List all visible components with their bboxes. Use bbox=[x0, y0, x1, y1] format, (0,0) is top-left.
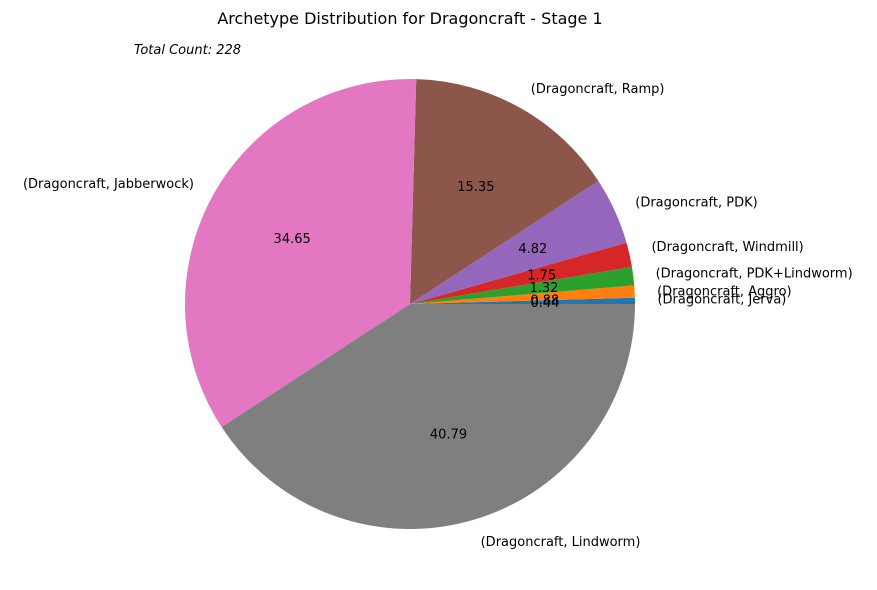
total-count-annotation: Total Count: 228 bbox=[134, 43, 241, 58]
slice-label: (Dragoncraft, Lindworm) bbox=[481, 535, 641, 550]
slice-label: (Dragoncraft, Aggro) bbox=[657, 284, 792, 299]
pie-slice bbox=[410, 242, 632, 304]
pie-slice bbox=[410, 266, 635, 304]
slice-percentage-label: 0.88 bbox=[530, 294, 559, 309]
slice-label: (Dragoncraft, PDK+Lindworm) bbox=[656, 266, 853, 281]
pie-slice bbox=[410, 79, 599, 305]
slice-percentage-label: 34.65 bbox=[274, 232, 311, 247]
slice-percentage-label: 40.79 bbox=[430, 427, 467, 442]
slice-labels: (Dragoncraft, Jerva) 0.44 (Dragoncraft, Ag… bbox=[23, 82, 853, 550]
slice-percentage-label: 0.44 bbox=[531, 296, 560, 311]
slice-percentage-label: 15.35 bbox=[457, 180, 494, 195]
pie-slice bbox=[410, 285, 635, 304]
slice-label: (Dragoncraft, Jabberwock) bbox=[23, 177, 194, 192]
slice-percentage-label: 4.82 bbox=[518, 242, 547, 257]
slice-percentage-label: 1.32 bbox=[529, 281, 558, 296]
slice-percentage-label: 1.75 bbox=[527, 268, 556, 283]
slice-label: (Dragoncraft, Ramp) bbox=[531, 82, 665, 97]
pie-slice bbox=[410, 180, 627, 304]
pie-slice bbox=[221, 304, 635, 529]
pie-slices bbox=[185, 79, 635, 529]
slice-label: (Dragoncraft, Windmill) bbox=[651, 240, 803, 255]
pie-slice bbox=[410, 297, 635, 304]
slice-label: (Dragoncraft, PDK) bbox=[635, 195, 757, 210]
pie-slice bbox=[185, 79, 417, 428]
chart-title: Archetype Distribution for Dragoncraft -… bbox=[217, 9, 602, 28]
slice-label: (Dragoncraft, Jerva) bbox=[657, 293, 786, 308]
